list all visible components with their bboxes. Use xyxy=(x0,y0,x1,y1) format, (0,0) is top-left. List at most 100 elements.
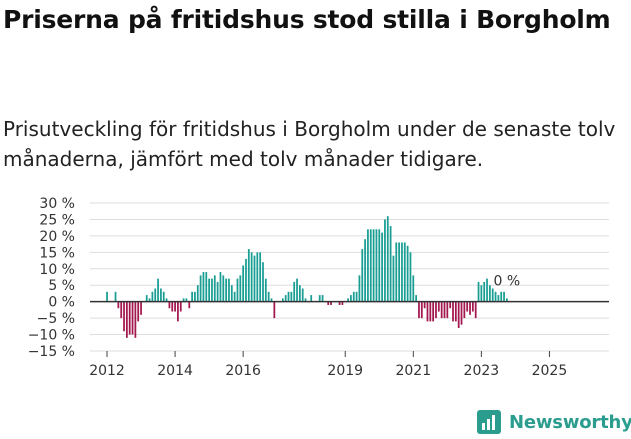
bar xyxy=(483,281,486,302)
bar xyxy=(358,275,361,302)
bar xyxy=(389,226,392,302)
bar xyxy=(236,278,239,302)
y-tick-label: −5 % xyxy=(37,311,75,327)
last-value-annotation: 0 % xyxy=(494,274,521,290)
bar xyxy=(230,285,233,302)
bar xyxy=(310,295,313,302)
x-tick-label: 2019 xyxy=(327,363,363,379)
bar xyxy=(211,278,213,302)
bar xyxy=(500,291,503,302)
x-tick-label: 2016 xyxy=(225,363,261,379)
bar xyxy=(395,242,398,302)
bar xyxy=(250,252,253,302)
bar xyxy=(145,295,148,302)
y-tick-label: 10 % xyxy=(39,262,75,278)
bar xyxy=(290,291,293,302)
bar xyxy=(463,301,466,319)
bar xyxy=(233,291,236,302)
newsworthy-chart-icon xyxy=(477,410,501,434)
y-tick-label: 20 % xyxy=(39,229,75,245)
bar xyxy=(202,272,205,302)
bar xyxy=(253,255,256,302)
bar xyxy=(151,291,154,302)
bar xyxy=(106,291,108,302)
bar xyxy=(219,272,222,302)
bar xyxy=(134,301,137,338)
bar xyxy=(384,219,386,302)
bar xyxy=(262,262,264,302)
bar xyxy=(437,301,440,312)
bar xyxy=(123,301,125,332)
bar xyxy=(375,229,378,302)
y-tick-label: −10 % xyxy=(28,328,75,344)
bar xyxy=(171,301,174,312)
bar xyxy=(372,229,375,302)
bar xyxy=(185,298,188,302)
bar xyxy=(355,291,358,302)
x-axis-tick-labels: 2012 2014 2016 2019 2021 2023 2025 xyxy=(89,351,567,379)
y-tick-label: −15 % xyxy=(28,344,75,360)
bar xyxy=(452,301,454,322)
bar xyxy=(381,232,383,302)
bar xyxy=(443,301,446,319)
bar xyxy=(199,275,202,302)
bar xyxy=(403,242,406,302)
bar xyxy=(474,301,477,319)
bar xyxy=(361,249,364,302)
bar xyxy=(454,301,457,322)
y-tick-label: 25 % xyxy=(39,212,75,228)
y-tick-label: 15 % xyxy=(39,245,75,261)
bar xyxy=(392,255,395,302)
bar xyxy=(347,298,349,302)
bar xyxy=(401,242,403,302)
bar xyxy=(267,291,270,302)
bar xyxy=(488,285,491,302)
bar xyxy=(471,301,474,312)
y-tick-label: 30 % xyxy=(39,196,75,212)
bar xyxy=(367,229,369,302)
bar xyxy=(242,265,245,302)
newsworthy-logo: Newsworthy xyxy=(476,408,631,436)
bar xyxy=(330,301,332,305)
bar xyxy=(148,298,151,302)
y-tick-label: 5 % xyxy=(48,278,75,294)
bar xyxy=(168,301,171,309)
bar xyxy=(182,298,185,302)
bar xyxy=(259,252,262,302)
bar xyxy=(506,298,508,302)
bar xyxy=(131,301,134,335)
bar xyxy=(157,278,159,302)
bar xyxy=(273,301,276,319)
bar xyxy=(440,301,443,319)
bar xyxy=(449,301,452,309)
bar xyxy=(301,288,304,302)
bar xyxy=(480,285,483,302)
bar xyxy=(446,301,449,319)
bar xyxy=(460,301,463,325)
bar xyxy=(208,278,210,302)
bar xyxy=(432,301,435,322)
bar xyxy=(137,301,140,322)
bar xyxy=(216,281,219,302)
bar xyxy=(364,239,366,302)
bar xyxy=(352,291,355,302)
chart-title: Priserna på fritidshus stod stilla i Bor… xyxy=(3,5,611,34)
bar xyxy=(435,301,437,319)
bar xyxy=(125,301,128,338)
bar xyxy=(162,291,165,302)
bar xyxy=(321,295,324,302)
x-tick-label: 2014 xyxy=(157,363,193,379)
bar xyxy=(239,275,242,302)
bar xyxy=(429,301,432,322)
bar xyxy=(486,278,488,302)
bar xyxy=(406,245,409,302)
bar xyxy=(245,258,247,302)
bar xyxy=(270,298,273,302)
bar xyxy=(281,298,284,302)
bar xyxy=(213,275,216,302)
bar xyxy=(318,295,321,302)
bar xyxy=(412,275,415,302)
bars xyxy=(106,216,508,338)
bar xyxy=(247,249,250,302)
